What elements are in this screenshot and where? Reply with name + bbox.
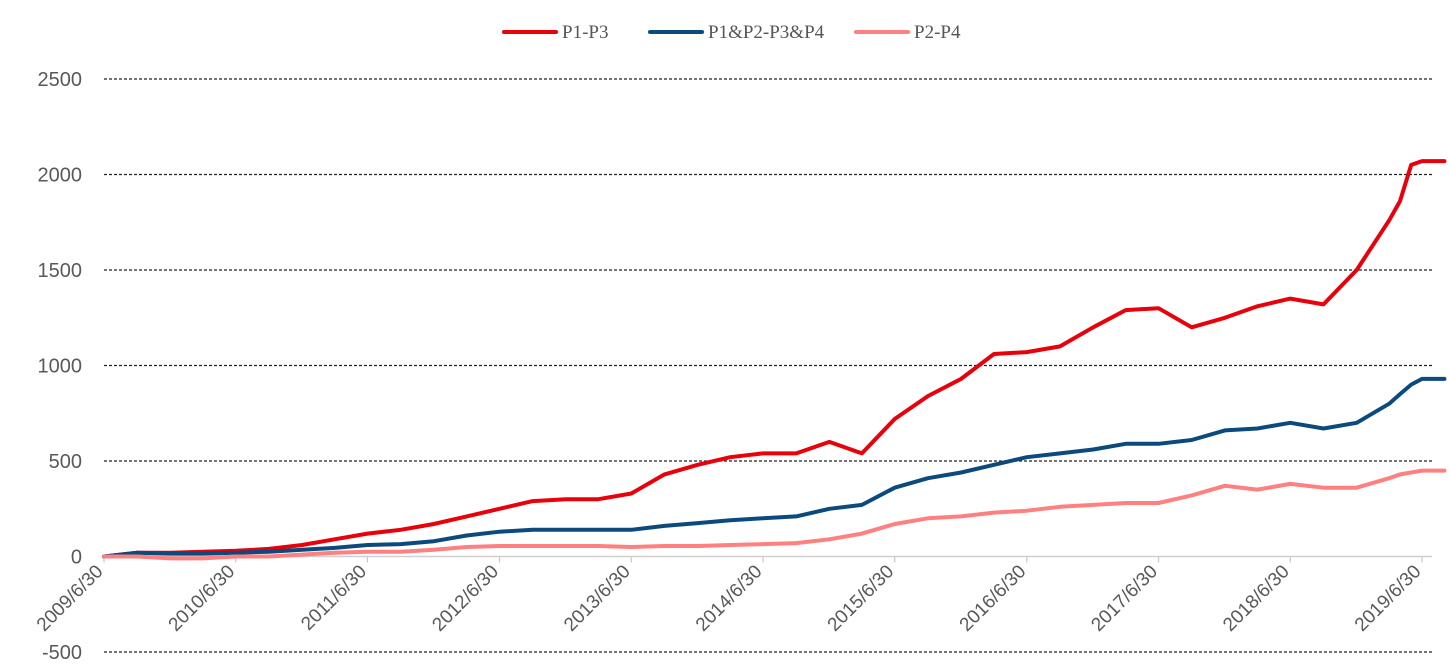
x-tick-label: 2016/6/30 [956,561,1031,636]
y-tick-label: 0 [71,547,82,569]
series-lines [102,159,1447,561]
series-line [102,159,1447,559]
legend: P1-P3 P1&P2-P3&P4 P2-P4 [502,22,961,43]
y-tick-label: 1500 [38,260,83,282]
x-tick-label: 2017/6/30 [1087,561,1162,636]
y-axis-ticks: 2500 2000 1500 1000 500 0 -500 [38,69,83,664]
x-tick-label: 2019/6/30 [1351,561,1426,636]
y-tick-label: 2500 [38,69,83,91]
y-tick-label: 1000 [38,356,83,378]
gridlines [104,78,1432,653]
x-tick-label: 2013/6/30 [560,561,635,636]
series-line [102,376,1447,559]
legend-label: P1-P3 [562,22,608,43]
y-tick-label: 2000 [38,165,83,187]
x-tick-label: 2009/6/30 [33,561,108,636]
x-tick-label: 2014/6/30 [692,561,767,636]
x-tick-label: 2010/6/30 [165,561,240,636]
x-tick-label: 2018/6/30 [1219,561,1294,636]
x-tick-label: 2012/6/30 [428,561,503,636]
y-tick-label: 500 [49,451,82,473]
x-axis: 2009/6/30 2010/6/30 2011/6/30 2012/6/30 2013… [33,555,1432,636]
x-tick-label: 2015/6/30 [824,561,899,636]
legend-label: P1&P2-P3&P4 [708,22,825,43]
series-line [102,468,1447,561]
legend-label: P2-P4 [914,22,961,43]
y-tick-label: -500 [42,642,82,664]
x-tick-label: 2011/6/30 [297,561,371,635]
